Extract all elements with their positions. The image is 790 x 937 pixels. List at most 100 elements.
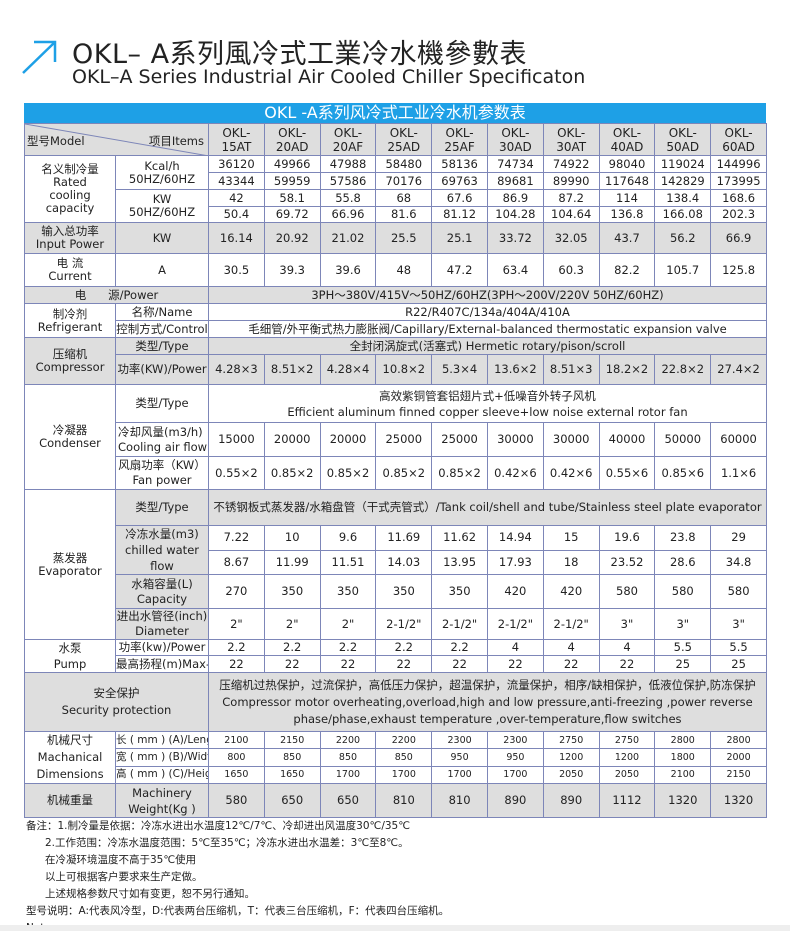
value-cell: 950 bbox=[486, 748, 544, 767]
width-row: 宽 ( mm ) (B)/Width 800 850 850 850 950 950 120… bbox=[25, 748, 767, 767]
pump-power-row: 水泵 Pump 功率(kw)/Power 2.2 2.2 2.2 2.2 2.2 4 4 4 5… bbox=[24, 639, 767, 673]
refrigerant-control-row: 控制方式/Control 毛细管/外平衡式热力膨胀阀/Capillary/Ext… bbox=[25, 320, 767, 338]
value-cell: 125.8 bbox=[710, 253, 767, 287]
value-cell: 2-1/2" bbox=[431, 608, 488, 640]
value-cell: 0.85×6 bbox=[654, 456, 712, 490]
model-header-cell: OKL- 20AD bbox=[263, 123, 321, 156]
model-header-cell: OKL- 40AD bbox=[598, 123, 656, 156]
value-cell: 1320 bbox=[710, 783, 767, 818]
evaporator-type-row: 蒸发器 Evaporator 类型/Type 不锈钢板式蒸发器/水箱盘管（干式壳… bbox=[24, 489, 767, 640]
value-cell: 21.02 bbox=[319, 222, 377, 254]
value-cell: 580 bbox=[654, 574, 712, 609]
value-cell: 2150 bbox=[710, 765, 767, 785]
value-cell: 47988 bbox=[319, 155, 377, 173]
length-row: 机械尺寸 Machanical Dimensions 长 ( mm ) (A)/… bbox=[24, 730, 767, 784]
value-cell: 59959 bbox=[263, 172, 321, 190]
value-cell: 0.55×2 bbox=[208, 456, 265, 490]
value-cell: 1800 bbox=[654, 748, 712, 767]
items-label: 项目Items bbox=[148, 134, 204, 148]
height-row: 高 ( mm ) (C)/Height 16501650170017001700… bbox=[25, 765, 767, 785]
value-cell: 60.3 bbox=[542, 253, 600, 287]
value-cell: 2800 bbox=[654, 730, 712, 750]
value-cell: 114 bbox=[598, 189, 656, 207]
tank-capacity-row: 水箱容量(L) Capacity 270 350 350 350 350 420 420 58… bbox=[25, 574, 767, 609]
value-cell: 2200 bbox=[319, 730, 377, 750]
notes: 备注：1.制冷量是依据：冷冻水进出水温度12℃/7℃、冷却进出风温度30℃/35… bbox=[26, 818, 449, 937]
value-cell: 36120 bbox=[208, 155, 265, 173]
value-cell: 5.5 bbox=[654, 639, 712, 656]
value-cell: 11.62 bbox=[431, 525, 488, 551]
value-cell: 30.5 bbox=[208, 253, 265, 287]
value-cell: 16.14 bbox=[208, 222, 265, 254]
compressor-type-label: 类型/Type bbox=[115, 337, 209, 355]
refrigerant-name-label: 名称/Name bbox=[115, 303, 209, 321]
model-header-cell: OKL- 30AT bbox=[542, 123, 600, 156]
value-cell: 1650 bbox=[263, 765, 321, 785]
refrigerant-name-value: R22/R407C/134a/404A/410A bbox=[208, 303, 767, 321]
value-cell: 1112 bbox=[598, 783, 656, 818]
cooling-kcal-50-row: 名义制冷量 Rated cooling capacity Kcal/h 50HZ… bbox=[24, 155, 767, 223]
value-cell: 25.1 bbox=[431, 222, 488, 254]
refrigerant-control-value: 毛细管/外平衡式热力膨胀阀/Capillary/External-balance… bbox=[208, 320, 767, 338]
value-cell: 34.8 bbox=[710, 549, 767, 575]
power-supply-label: 电 源/Power bbox=[24, 286, 209, 304]
value-cell: 8.51×3 bbox=[542, 354, 600, 385]
cooling-kw-50-row: KW 50HZ/60HZ 42 58.1 55.8 68 67.6 86.9 87.2 114… bbox=[25, 189, 767, 223]
value-cell: 1700 bbox=[486, 765, 544, 785]
value-cell: 0.85×2 bbox=[431, 456, 488, 490]
value-cell: 22 bbox=[542, 655, 600, 673]
pump-lift-label: 最高扬程(m)Max-lift bbox=[115, 655, 209, 673]
current-label: 电 流 Current bbox=[24, 253, 116, 287]
model-header-cell: OKL- 60AD bbox=[710, 123, 767, 156]
value-cell: 82.2 bbox=[598, 253, 656, 287]
pipe-diameter-label: 进出水管径(inch) Diameter bbox=[115, 608, 209, 640]
value-cell: 2-1/2" bbox=[542, 608, 600, 640]
value-cell: 30000 bbox=[542, 422, 600, 457]
value-cell: 1200 bbox=[542, 748, 600, 767]
value-cell: 22 bbox=[319, 655, 377, 673]
value-cell: 1700 bbox=[375, 765, 433, 785]
value-cell: 950 bbox=[431, 748, 488, 767]
value-cell: 66.9 bbox=[710, 222, 767, 254]
value-cell: 68 bbox=[375, 189, 433, 207]
value-cell: 1320 bbox=[654, 783, 712, 818]
value-cell: 8.67 bbox=[208, 549, 265, 575]
condenser-label: 冷凝器 Condenser bbox=[24, 384, 116, 490]
value-cell: 50.4 bbox=[208, 206, 265, 223]
note-line: 备注：1.制冷量是依据：冷冻水进出水温度12℃/7℃、冷却进出风温度30℃/35… bbox=[26, 820, 411, 832]
value-cell: 20000 bbox=[319, 422, 377, 457]
value-cell: 2300 bbox=[431, 730, 488, 750]
width-label: 宽 ( mm ) (B)/Width bbox=[115, 748, 209, 767]
value-cell: 1700 bbox=[431, 765, 488, 785]
value-cell: 69763 bbox=[431, 172, 488, 190]
value-cell: 810 bbox=[431, 783, 488, 818]
footer-strip bbox=[0, 925, 790, 931]
condenser-type-label: 类型/Type bbox=[115, 384, 209, 423]
value-cell: 4.28×3 bbox=[208, 354, 265, 385]
value-cell: 2-1/2" bbox=[375, 608, 433, 640]
value-cell: 27.4×2 bbox=[710, 354, 767, 385]
pump-label: 水泵 Pump bbox=[24, 639, 116, 673]
value-cell: 5.3×4 bbox=[431, 354, 488, 385]
security-label: 安全保护 Security protection bbox=[24, 672, 209, 732]
value-cell: 2150 bbox=[263, 730, 321, 750]
value-cell: 650 bbox=[319, 783, 377, 818]
table-banner: OKL -A系列风冷式工业冷水机参数表 bbox=[24, 103, 766, 123]
value-cell: 19.6 bbox=[598, 525, 656, 551]
value-cell: 43.7 bbox=[598, 222, 656, 254]
chilled-flow-50-row: 冷冻水量(m3) chilled water flow 7.22 10 9.6 11.… bbox=[25, 525, 767, 575]
value-cell: 650 bbox=[263, 783, 321, 818]
title-english: OKL–A Series Industrial Air Cooled Chill… bbox=[72, 66, 586, 88]
value-cell: 55.8 bbox=[319, 189, 377, 207]
value-cell: 42 bbox=[208, 189, 265, 207]
value-cell: 49966 bbox=[263, 155, 321, 173]
value-cell: 2000 bbox=[710, 748, 767, 767]
value-cell: 2" bbox=[263, 608, 321, 640]
value-cell: 22 bbox=[208, 655, 265, 673]
input-power-unit: KW bbox=[115, 222, 209, 254]
value-cell: 22 bbox=[263, 655, 321, 673]
value-cell: 39.3 bbox=[263, 253, 321, 287]
value-cell: 11.69 bbox=[375, 525, 433, 551]
value-cell: 850 bbox=[263, 748, 321, 767]
value-cell: 87.2 bbox=[542, 189, 600, 207]
